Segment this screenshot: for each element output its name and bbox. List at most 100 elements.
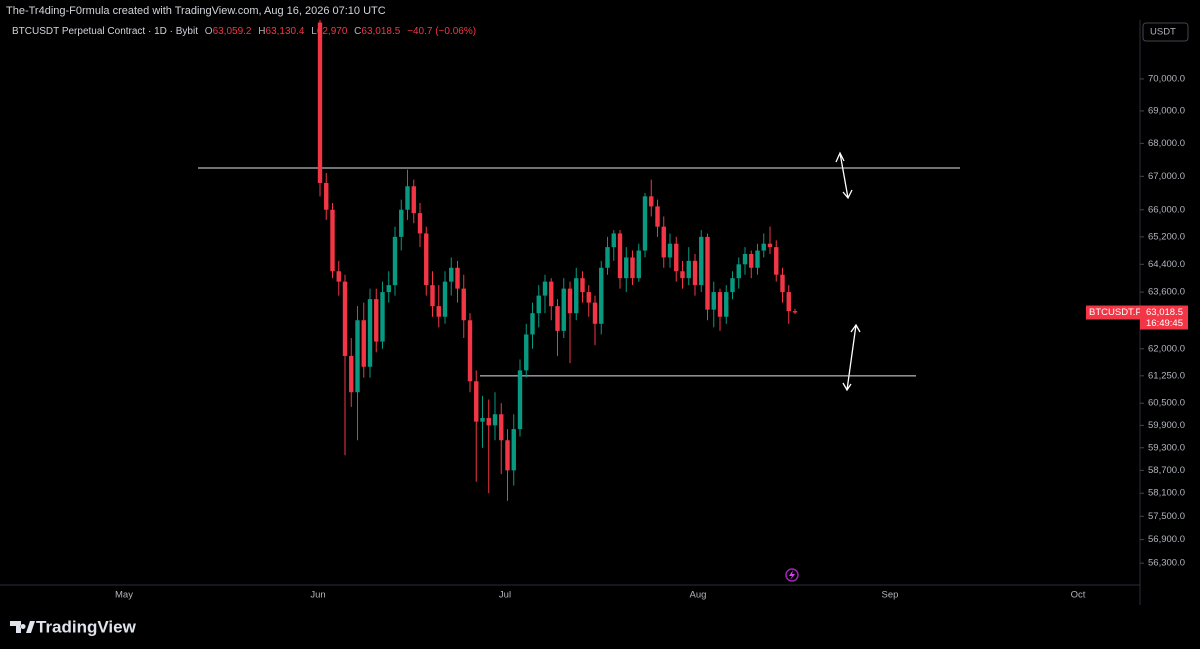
candle-body <box>749 253 754 268</box>
candle-body <box>449 267 454 282</box>
candle-body <box>374 299 379 342</box>
candle-body <box>330 209 335 272</box>
x-tick-label: Aug <box>690 590 707 601</box>
legend-value: 62,970 <box>317 26 348 37</box>
candle-body <box>511 429 516 471</box>
candle-body <box>736 264 741 279</box>
candle-body <box>567 288 573 314</box>
y-tick-label: 59,300.0 <box>1148 442 1185 453</box>
y-tick-label: 58,700.0 <box>1148 465 1185 476</box>
arrow <box>835 151 853 200</box>
candle-body <box>692 260 698 286</box>
candle-body <box>636 250 641 279</box>
price-tag-text: 63,018.5 <box>1146 307 1183 318</box>
legend-key: L <box>311 26 317 37</box>
candle-body <box>761 243 766 251</box>
candle-body <box>424 233 429 286</box>
candle-body <box>717 292 723 317</box>
y-tick-label: 56,900.0 <box>1148 534 1185 545</box>
candle-body <box>661 226 666 258</box>
candle-body <box>317 22 323 183</box>
candle-body <box>592 302 598 324</box>
candle-body <box>792 311 798 313</box>
candle-body <box>499 414 504 441</box>
candle-body <box>786 292 791 312</box>
y-tick-label: 59,900.0 <box>1148 420 1185 431</box>
y-tick-label: 65,200.0 <box>1148 231 1185 242</box>
candle-body <box>755 250 760 268</box>
y-tick-label: 60,500.0 <box>1148 398 1185 409</box>
candle-body <box>380 292 385 342</box>
arrows <box>835 151 861 392</box>
candle-body <box>586 292 591 303</box>
candle-body <box>686 260 691 279</box>
arrow <box>842 323 861 392</box>
price-tag <box>1140 305 1188 330</box>
y-tick-label: 61,250.0 <box>1148 370 1185 381</box>
legend: BTCUSDT Perpetual Contract · 1D · Bybit … <box>12 26 476 37</box>
candle-body <box>574 278 579 314</box>
symbol-tag-text: BTCUSDT.P <box>1089 307 1142 318</box>
candle-body <box>642 196 648 251</box>
candle-body <box>774 247 779 275</box>
y-tick-label: 56,300.0 <box>1148 558 1185 569</box>
candle-body <box>742 253 748 265</box>
x-tick-label: Oct <box>1071 590 1086 601</box>
candle-body <box>667 243 673 258</box>
candle-body <box>542 281 548 296</box>
candle-body <box>355 320 360 393</box>
candle-body <box>580 278 585 293</box>
y-tick-label: 69,000.0 <box>1148 105 1185 116</box>
candle-body <box>417 213 423 234</box>
legend-value: 63,018.5 <box>361 26 400 37</box>
x-tick-label: May <box>115 590 133 601</box>
candle-body <box>767 243 773 248</box>
candle-body <box>611 233 616 248</box>
logo: TradingView <box>10 617 137 636</box>
candle-body <box>705 236 710 310</box>
header: The-Tr4ding-F0rmula created with Trading… <box>6 5 386 17</box>
y-tick-label: 62,000.0 <box>1148 343 1185 354</box>
candle-body <box>599 267 604 324</box>
candle-body <box>630 257 635 279</box>
candle-body <box>455 267 460 289</box>
candle-body <box>730 278 735 293</box>
candle-body <box>549 281 554 307</box>
candle-body <box>442 281 448 317</box>
candle-body <box>492 414 498 426</box>
candle-body <box>486 417 491 426</box>
candle-body <box>386 285 391 293</box>
candle-body <box>655 206 660 227</box>
candle-body <box>392 236 398 286</box>
candle-body <box>430 285 435 307</box>
candle-body <box>605 247 610 268</box>
candle-body <box>561 288 566 331</box>
candle-body <box>674 243 679 272</box>
candles <box>317 20 798 501</box>
legend-value: 63,130.4 <box>266 26 305 37</box>
candle-body <box>367 299 373 367</box>
legend-key: O <box>205 26 213 37</box>
y-tick-label: 63,600.0 <box>1148 287 1185 298</box>
candle-body <box>530 313 535 335</box>
candle-body <box>399 209 404 237</box>
candle-body <box>336 271 341 282</box>
candle-body <box>342 281 348 356</box>
candle-body <box>536 295 541 314</box>
candle-body <box>405 186 410 210</box>
x-tick-label: Jul <box>499 590 511 601</box>
y-tick-label: 68,000.0 <box>1148 138 1185 149</box>
symbol-tag <box>1086 305 1140 320</box>
candle-body <box>555 306 560 331</box>
candle-body <box>624 257 629 279</box>
legend-change: −40.7 (−0.06%) <box>407 26 476 37</box>
candle-body <box>524 334 529 371</box>
y-tick-label: 64,400.0 <box>1148 259 1185 270</box>
y-tick-label: 66,000.0 <box>1148 204 1185 215</box>
legend-key: C <box>354 26 361 37</box>
currency-box[interactable] <box>1142 22 1189 42</box>
y-tick-label: 57,500.0 <box>1148 511 1185 522</box>
alert-icon[interactable] <box>785 568 799 582</box>
countdown: 16:49:45 <box>1146 318 1183 329</box>
